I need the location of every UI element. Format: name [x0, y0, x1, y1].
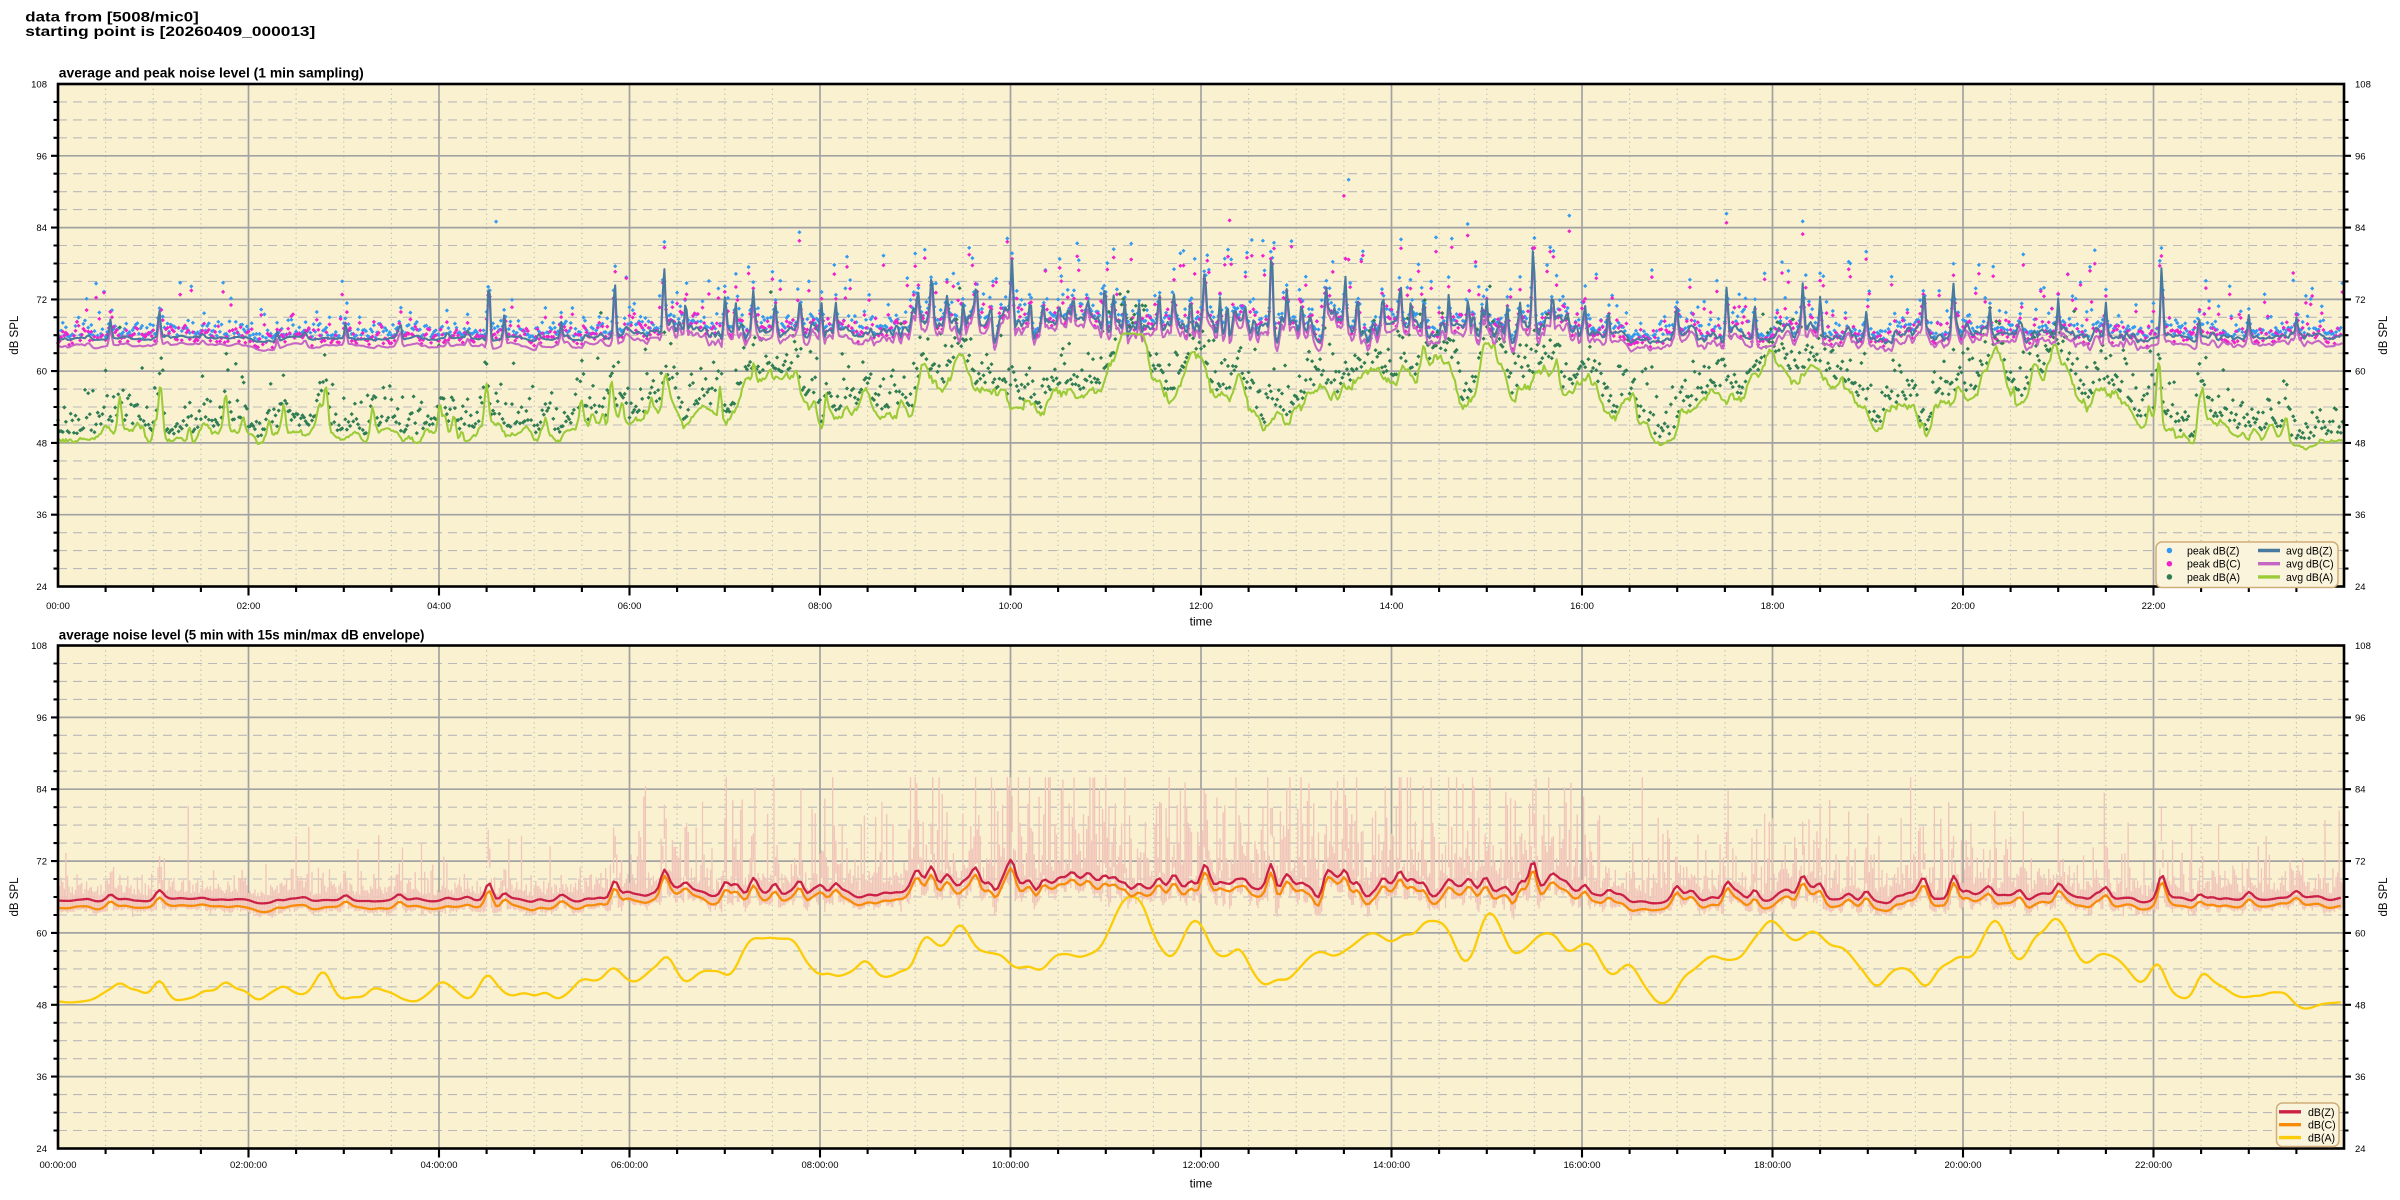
svg-text:24: 24 — [36, 1144, 47, 1155]
svg-text:00:00: 00:00 — [46, 601, 70, 612]
svg-text:04:00:00: 04:00:00 — [421, 1160, 458, 1171]
svg-text:04:00: 04:00 — [427, 601, 451, 612]
svg-text:06:00: 06:00 — [618, 601, 642, 612]
svg-text:time: time — [1190, 1177, 1213, 1191]
svg-text:18:00:00: 18:00:00 — [1754, 1160, 1791, 1171]
svg-text:108: 108 — [31, 641, 47, 652]
svg-text:96: 96 — [2355, 713, 2366, 724]
svg-text:avg dB(A): avg dB(A) — [2286, 572, 2333, 584]
svg-text:108: 108 — [2355, 641, 2371, 652]
svg-text:06:00:00: 06:00:00 — [611, 1160, 648, 1171]
svg-text:20:00:00: 20:00:00 — [1945, 1160, 1982, 1171]
svg-text:22:00:00: 22:00:00 — [2135, 1160, 2172, 1171]
svg-text:08:00:00: 08:00:00 — [802, 1160, 839, 1171]
svg-text:data from [5008/mic0]: data from [5008/mic0] — [25, 9, 198, 25]
svg-text:12:00:00: 12:00:00 — [1183, 1160, 1220, 1171]
svg-text:time: time — [1190, 615, 1213, 629]
svg-text:16:00: 16:00 — [1570, 601, 1594, 612]
svg-text:10:00: 10:00 — [999, 601, 1023, 612]
svg-text:00:00:00: 00:00:00 — [40, 1160, 77, 1171]
svg-text:84: 84 — [36, 223, 47, 234]
svg-text:14:00:00: 14:00:00 — [1373, 1160, 1410, 1171]
svg-text:72: 72 — [2355, 857, 2366, 868]
svg-text:dB SPL: dB SPL — [9, 877, 21, 917]
svg-text:dB(A): dB(A) — [2308, 1133, 2335, 1145]
svg-text:starting point is [20260409_00: starting point is [20260409_000013] — [25, 23, 315, 39]
svg-text:84: 84 — [36, 785, 47, 796]
svg-text:96: 96 — [36, 713, 47, 724]
svg-text:average noise level (5 min wit: average noise level (5 min with 15s min/… — [59, 628, 425, 643]
svg-text:48: 48 — [36, 438, 47, 449]
svg-text:16:00:00: 16:00:00 — [1564, 1160, 1601, 1171]
svg-text:10:00:00: 10:00:00 — [992, 1160, 1029, 1171]
svg-text:96: 96 — [2355, 151, 2366, 162]
svg-text:48: 48 — [2355, 1000, 2366, 1011]
svg-text:average and peak noise level (: average and peak noise level (1 min samp… — [59, 65, 364, 80]
svg-text:72: 72 — [2355, 295, 2366, 306]
svg-text:36: 36 — [2355, 510, 2366, 521]
svg-text:60: 60 — [36, 367, 47, 378]
svg-text:84: 84 — [2355, 785, 2366, 796]
svg-text:18:00: 18:00 — [1761, 601, 1785, 612]
svg-text:96: 96 — [36, 151, 47, 162]
svg-text:72: 72 — [36, 295, 47, 306]
svg-text:14:00: 14:00 — [1380, 601, 1404, 612]
svg-text:72: 72 — [36, 857, 47, 868]
svg-text:48: 48 — [36, 1000, 47, 1011]
svg-text:peak dB(A): peak dB(A) — [2187, 572, 2240, 584]
svg-text:20:00: 20:00 — [1951, 601, 1975, 612]
svg-text:dB SPL: dB SPL — [9, 315, 21, 355]
svg-text:avg dB(Z): avg dB(Z) — [2286, 546, 2333, 558]
svg-text:108: 108 — [31, 80, 47, 91]
svg-text:02:00:00: 02:00:00 — [230, 1160, 267, 1171]
svg-text:peak dB(C): peak dB(C) — [2187, 559, 2241, 571]
svg-text:dB SPL: dB SPL — [2378, 877, 2390, 917]
svg-text:60: 60 — [2355, 367, 2366, 378]
svg-text:dB(C): dB(C) — [2308, 1120, 2336, 1132]
svg-text:dB SPL: dB SPL — [2378, 315, 2390, 355]
svg-text:24: 24 — [2355, 582, 2366, 593]
svg-text:60: 60 — [2355, 928, 2366, 939]
svg-text:02:00: 02:00 — [237, 601, 261, 612]
svg-text:36: 36 — [2355, 1072, 2366, 1083]
svg-text:avg dB(C): avg dB(C) — [2286, 559, 2334, 571]
svg-text:peak dB(Z): peak dB(Z) — [2187, 546, 2239, 558]
svg-text:36: 36 — [36, 510, 47, 521]
svg-text:48: 48 — [2355, 438, 2366, 449]
svg-text:84: 84 — [2355, 223, 2366, 234]
svg-text:22:00: 22:00 — [2142, 601, 2166, 612]
svg-text:36: 36 — [36, 1072, 47, 1083]
svg-text:24: 24 — [2355, 1144, 2366, 1155]
svg-text:24: 24 — [36, 582, 47, 593]
svg-text:08:00: 08:00 — [808, 601, 832, 612]
svg-text:108: 108 — [2355, 80, 2371, 91]
svg-text:60: 60 — [36, 928, 47, 939]
svg-text:12:00: 12:00 — [1189, 601, 1213, 612]
svg-text:dB(Z): dB(Z) — [2308, 1107, 2334, 1119]
